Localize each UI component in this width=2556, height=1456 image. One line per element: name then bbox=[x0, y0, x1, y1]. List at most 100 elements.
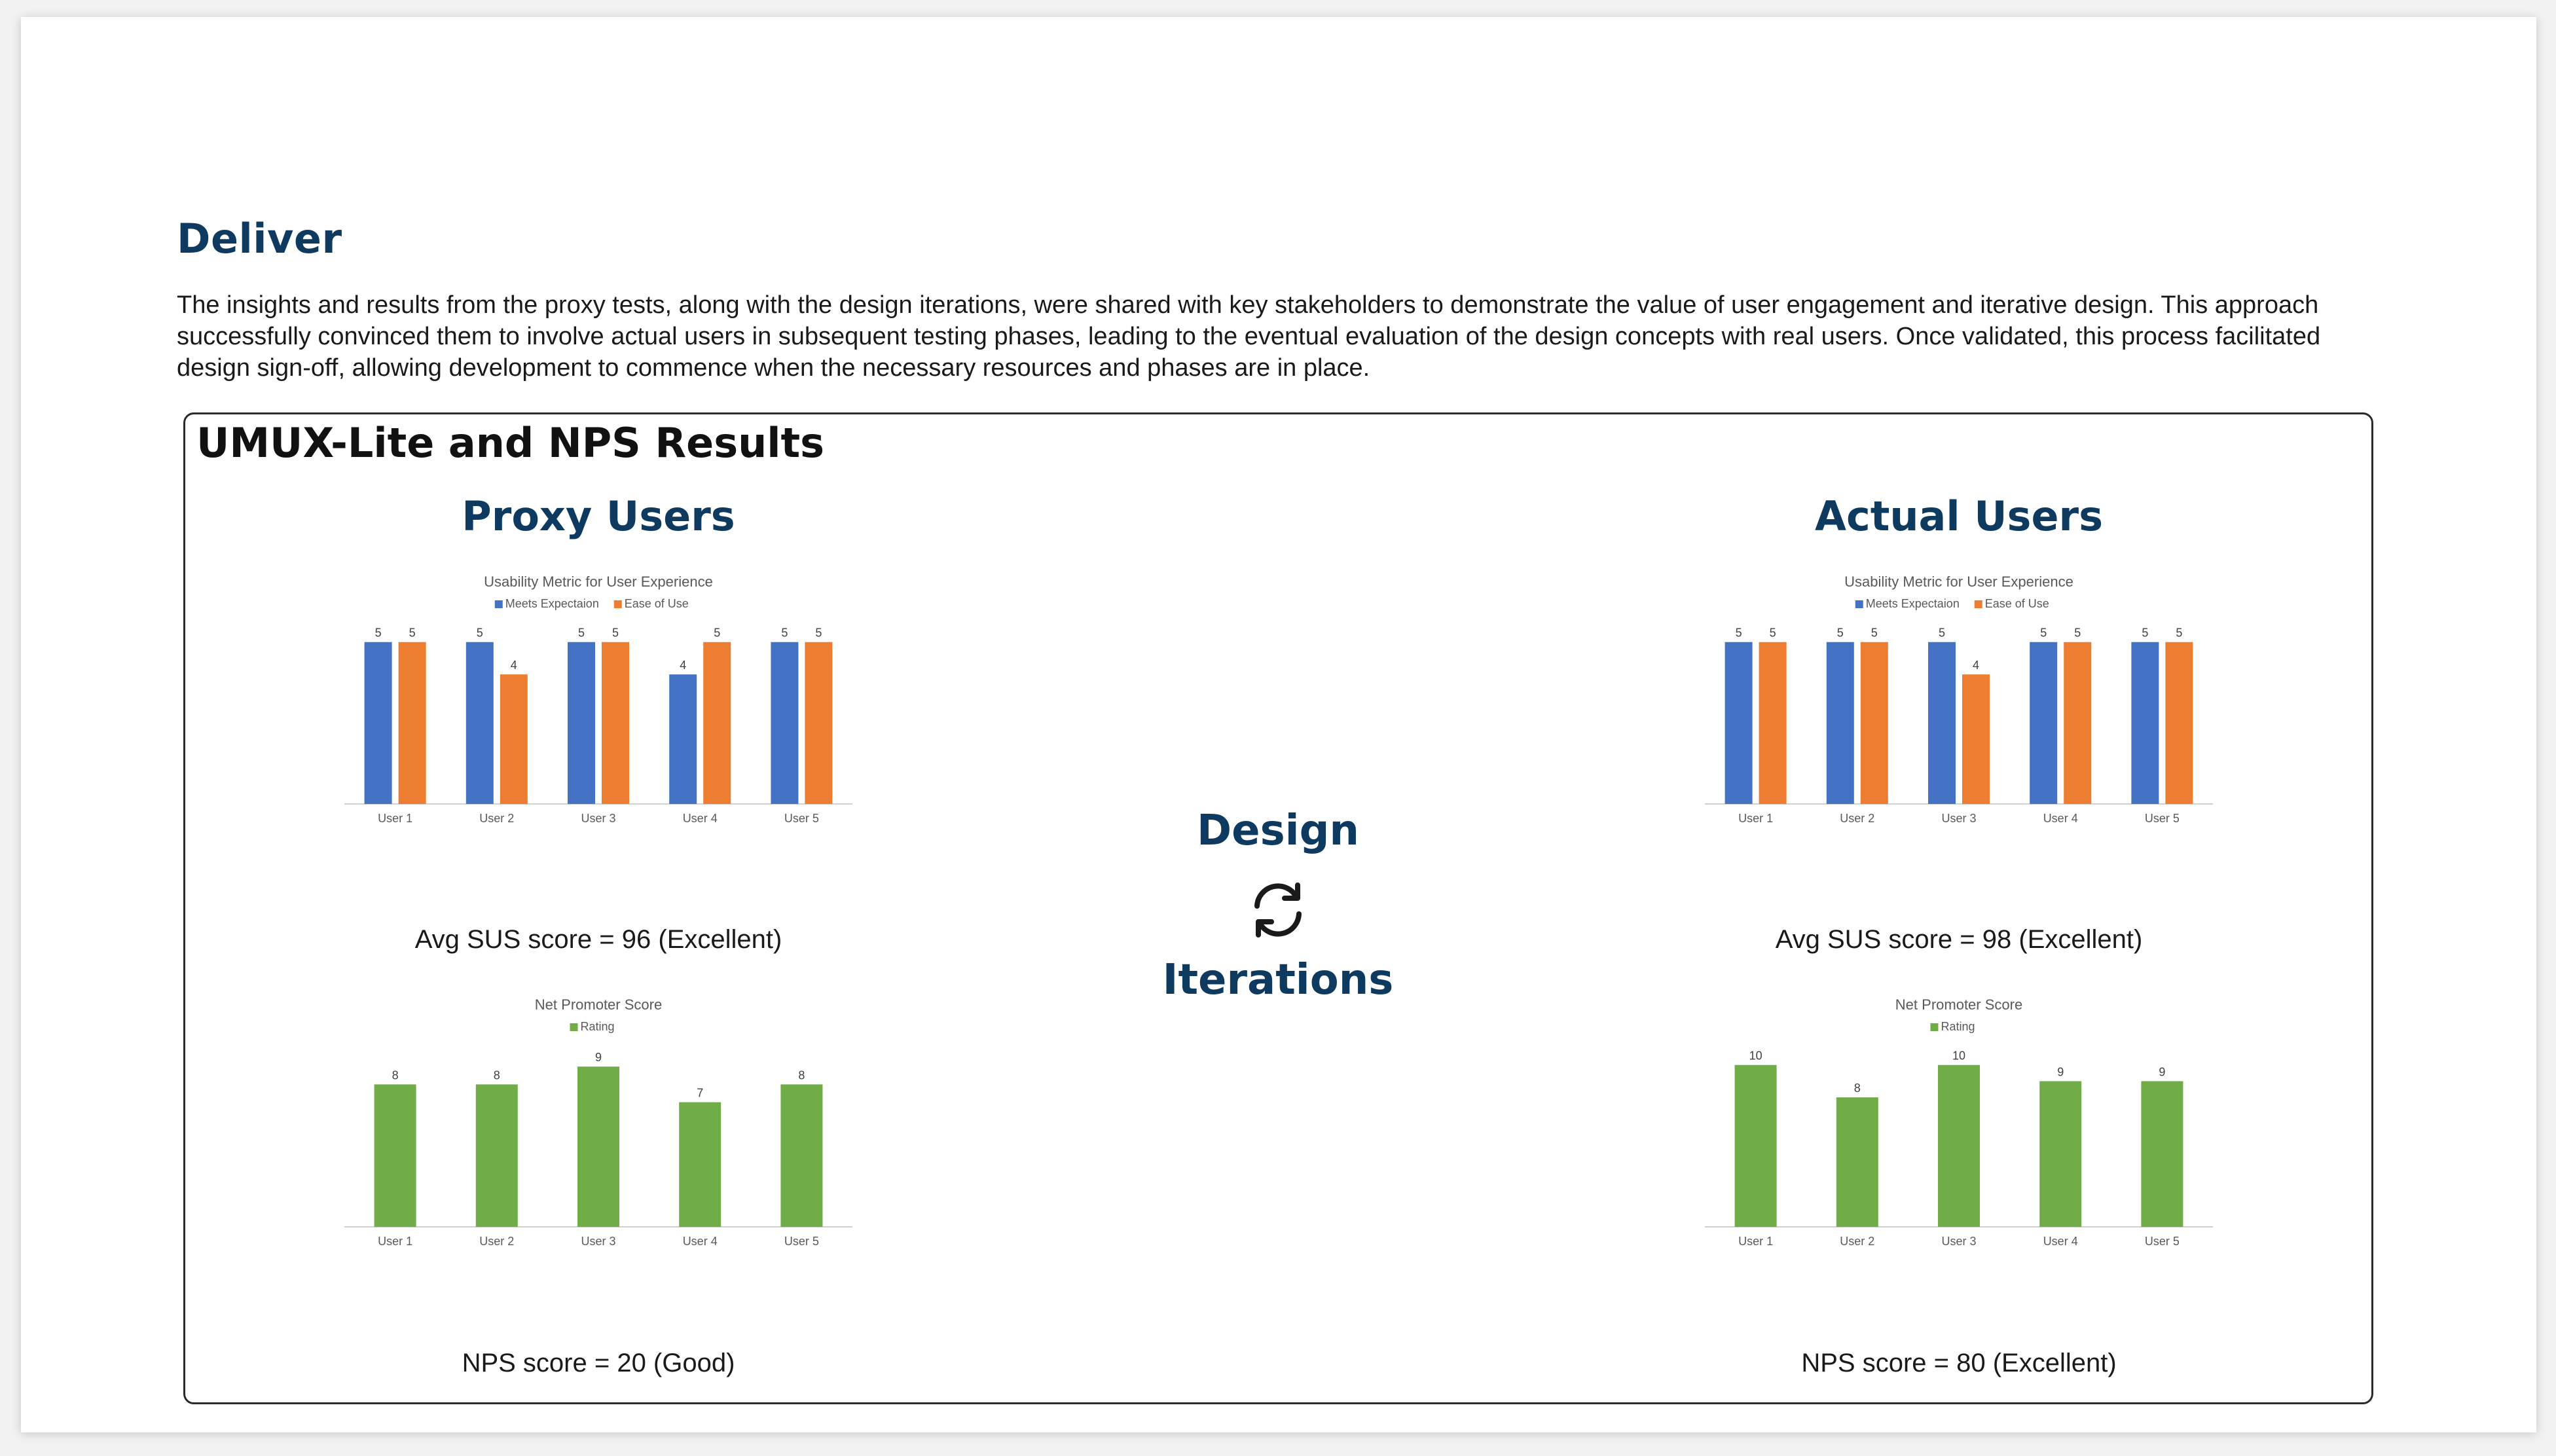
data-label: 5 bbox=[1939, 627, 1945, 640]
bar bbox=[771, 642, 799, 804]
chart-title: Usability Metric for User Experience bbox=[1844, 573, 2073, 590]
data-label: 5 bbox=[2040, 627, 2047, 640]
bar bbox=[2141, 1081, 2183, 1227]
bar bbox=[1826, 642, 1854, 804]
bar bbox=[1860, 642, 1888, 804]
actual-sus-score: Avg SUS score = 98 (Excellent) bbox=[1775, 925, 2143, 954]
proxy-nps-svg: Net Promoter Score Rating 8 User 1 8 User 2 9 U… bbox=[344, 996, 852, 1248]
proxy-nps-score: NPS score = 20 (Good) bbox=[462, 1349, 735, 1377]
tick-label: User 5 bbox=[784, 812, 819, 825]
data-label: 4 bbox=[511, 659, 517, 672]
tick-label: User 4 bbox=[2043, 1235, 2078, 1248]
data-label: 5 bbox=[2176, 627, 2182, 640]
bar bbox=[2030, 642, 2058, 804]
data-label: 5 bbox=[781, 627, 788, 640]
tick-label: User 1 bbox=[1738, 812, 1773, 825]
bar bbox=[1928, 642, 1956, 804]
proxy-nps-chart: Net Promoter Score Rating 8 User 1 8 User 2 9 U… bbox=[337, 990, 860, 1265]
chart-title: Net Promoter Score bbox=[1895, 996, 2022, 1013]
bar bbox=[780, 1084, 823, 1227]
data-label: 5 bbox=[714, 627, 720, 640]
data-label: 5 bbox=[409, 627, 416, 640]
bar bbox=[466, 642, 494, 804]
bar bbox=[1759, 642, 1787, 804]
data-label: 8 bbox=[494, 1068, 500, 1082]
tick-label: User 1 bbox=[378, 1235, 412, 1248]
legend-label: Meets Expectaion bbox=[1866, 597, 1960, 610]
bar bbox=[679, 1102, 721, 1227]
data-label: 8 bbox=[1854, 1082, 1861, 1095]
data-label: 8 bbox=[798, 1068, 805, 1082]
actual-nps-svg: Net Promoter Score Rating 10 User 1 8 User 2 1… bbox=[1705, 996, 2213, 1248]
bar bbox=[669, 674, 697, 804]
proxy-users-title: Proxy Users bbox=[462, 492, 735, 540]
refresh-cycle-icon bbox=[1254, 883, 1302, 937]
slide-page bbox=[21, 17, 2536, 1432]
chart-title: Usability Metric for User Experience bbox=[484, 573, 713, 590]
proxy-umux-svg: Usability Metric for User Experience Meet… bbox=[344, 573, 852, 825]
proxy-umux-chart: Usability Metric for User Experience Meet… bbox=[337, 567, 860, 842]
tick-label: User 4 bbox=[683, 812, 718, 825]
bar bbox=[364, 642, 392, 804]
bar bbox=[1725, 642, 1753, 804]
legend-label: Ease of Use bbox=[1985, 597, 2049, 610]
bar bbox=[2165, 642, 2193, 804]
legend-label: Rating bbox=[581, 1020, 615, 1033]
data-label: 10 bbox=[1749, 1049, 1762, 1063]
data-label: 5 bbox=[2142, 627, 2148, 640]
data-label: 5 bbox=[1871, 627, 1878, 640]
bar bbox=[805, 642, 833, 804]
legend-label: Meets Expectaion bbox=[505, 597, 599, 610]
legend-label: Ease of Use bbox=[625, 597, 689, 610]
bar bbox=[500, 674, 528, 804]
legend-swatch bbox=[494, 600, 503, 608]
tick-label: User 2 bbox=[1840, 1235, 1874, 1248]
bar bbox=[2064, 642, 2092, 804]
data-label: 5 bbox=[375, 627, 382, 640]
data-label: 4 bbox=[680, 659, 686, 672]
legend-swatch bbox=[1855, 600, 1863, 608]
proxy-sus-score: Avg SUS score = 96 (Excellent) bbox=[414, 925, 782, 954]
section-heading: Deliver bbox=[177, 215, 342, 263]
bar bbox=[577, 1066, 619, 1227]
legend-swatch bbox=[570, 1023, 578, 1031]
panel-title: UMUX-Lite and NPS Results bbox=[196, 419, 825, 467]
tick-label: User 2 bbox=[479, 812, 514, 825]
actual-umux-chart: Usability Metric for User Experience Meet… bbox=[1697, 567, 2221, 842]
bar bbox=[568, 642, 595, 804]
data-label: 5 bbox=[1736, 627, 1742, 640]
legend-swatch bbox=[1974, 600, 1982, 608]
bar bbox=[374, 1084, 416, 1227]
bar bbox=[2039, 1081, 2082, 1227]
tick-label: User 2 bbox=[479, 1235, 514, 1248]
data-label: 5 bbox=[1837, 627, 1844, 640]
tick-label: User 1 bbox=[378, 812, 412, 825]
tick-label: User 2 bbox=[1840, 812, 1874, 825]
actual-nps-chart: Net Promoter Score Rating 10 User 1 8 User 2 1… bbox=[1697, 990, 2221, 1265]
bar bbox=[2131, 642, 2159, 804]
data-label: 9 bbox=[2159, 1065, 2165, 1078]
data-label: 5 bbox=[1770, 627, 1776, 640]
data-label: 9 bbox=[2057, 1065, 2064, 1078]
data-label: 9 bbox=[595, 1051, 602, 1064]
tick-label: User 1 bbox=[1738, 1235, 1773, 1248]
intro-paragraph: The insights and results from the proxy … bbox=[177, 291, 2321, 382]
bar bbox=[703, 642, 731, 804]
tick-label: User 4 bbox=[2043, 812, 2078, 825]
tick-label: User 3 bbox=[581, 1235, 615, 1248]
tick-label: User 4 bbox=[683, 1235, 718, 1248]
tick-label: User 5 bbox=[2145, 1235, 2180, 1248]
bar bbox=[1734, 1065, 1777, 1227]
legend-swatch bbox=[1930, 1023, 1939, 1031]
data-label: 10 bbox=[1952, 1049, 1965, 1063]
data-label: 5 bbox=[612, 627, 619, 640]
design-label: Design bbox=[1197, 807, 1359, 855]
results-panel bbox=[183, 412, 2373, 1404]
legend-label: Rating bbox=[1941, 1020, 1975, 1033]
data-label: 7 bbox=[697, 1087, 703, 1100]
bar bbox=[1962, 674, 1990, 804]
data-label: 4 bbox=[1973, 659, 1979, 672]
actual-nps-score: NPS score = 80 (Excellent) bbox=[1801, 1349, 2117, 1377]
legend-swatch bbox=[613, 600, 622, 608]
bar bbox=[602, 642, 629, 804]
